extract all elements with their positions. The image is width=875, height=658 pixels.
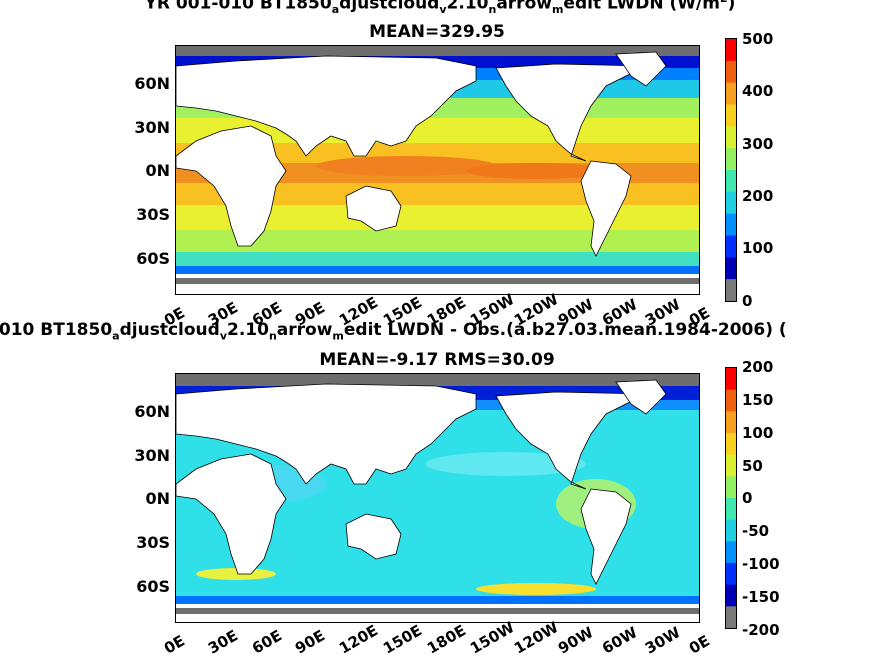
field-band (176, 252, 699, 266)
lon-tick-label: 0E (161, 631, 188, 658)
lon-tick-label: 60E (248, 626, 285, 658)
south-america-landmass (580, 160, 632, 257)
colorbar-segment (726, 541, 736, 564)
bottom-lat-label-0n: 0N (145, 489, 170, 508)
lon-tick-label: 150E (379, 621, 425, 658)
africa-landmass (176, 125, 287, 247)
lon-tick-label: 0E (686, 631, 713, 658)
bottom-map (175, 373, 700, 623)
lon-tick-label: 60W (598, 623, 640, 658)
colorbar-segment (726, 213, 736, 236)
greenland-landmass (615, 379, 667, 415)
bottom-colorbar-tick-minus50: -50 (742, 522, 770, 540)
north-america-landmass (495, 63, 647, 162)
colorbar-segment (726, 476, 736, 499)
colorbar-segment (726, 389, 736, 412)
colorbar-segment (726, 39, 736, 62)
lon-tick-label: 30E (204, 626, 241, 658)
north-america-landmass (495, 391, 647, 490)
colorbar-segment (726, 82, 736, 105)
bottom-lat-label-60s: 60S (136, 577, 170, 596)
top-lat-label-60s: 60S (136, 249, 170, 268)
top-lat-label-0n: 0N (145, 161, 170, 180)
colorbar-segment (726, 454, 736, 477)
field-band (176, 230, 699, 252)
top-colorbar-tick-0: 0 (742, 292, 753, 310)
bottom-colorbar-tick-minus100: -100 (742, 555, 780, 573)
bottom-lat-label-60n: 60N (134, 402, 170, 421)
negative-anomaly (426, 452, 586, 476)
sea-ice-region (176, 46, 699, 56)
lon-tick-label: 120W (511, 618, 562, 658)
colorbar-segment (726, 104, 736, 127)
bottom-chart-title: 1-010 BT1850adjustcloudv2.10narrowmedit … (0, 320, 787, 343)
lon-tick-label: 90W (554, 623, 597, 658)
lon-tick-label: 120E (336, 621, 381, 658)
colorbar-segment (726, 433, 736, 456)
field-band (176, 266, 699, 274)
colorbar-segment (726, 257, 736, 280)
colorbar-segment (726, 563, 736, 586)
colorbar-segment (726, 235, 736, 258)
bottom-colorbar-tick-150: 150 (742, 391, 774, 409)
colorbar-segment (726, 279, 736, 301)
bottom-lat-label-30s: 30S (136, 533, 170, 552)
colorbar-segment (726, 411, 736, 434)
top-lat-label-60n: 60N (134, 74, 170, 93)
top-colorbar (725, 38, 737, 302)
top-colorbar-tick-400: 400 (742, 82, 774, 100)
top-lat-label-30s: 30S (136, 205, 170, 224)
bottom-chart-subtitle: MEAN=-9.17 RMS=30.09 (319, 350, 555, 370)
bottom-lat-label-30n: 30N (134, 446, 170, 465)
colorbar-segment (726, 126, 736, 149)
top-colorbar-tick-100: 100 (742, 239, 774, 257)
colorbar-segment (726, 60, 736, 84)
colorbar-segment (726, 584, 736, 607)
lon-tick-label: 90E (292, 626, 329, 658)
colorbar-segment (726, 191, 736, 215)
top-chart-title: YR 001-010 BT1850adjustcloudv2.10narrowm… (144, 0, 736, 17)
positive-anomaly (476, 583, 596, 595)
lon-tick-label: 30W (642, 623, 684, 658)
africa-landmass (176, 453, 287, 575)
bottom-colorbar-tick-50: 50 (742, 457, 763, 475)
field-band (176, 183, 699, 205)
positive-anomaly (196, 568, 276, 580)
antarctic-ice (176, 608, 699, 614)
sea-ice-region (176, 374, 699, 386)
antarctic-ice (176, 278, 699, 284)
greenland-landmass (615, 51, 667, 87)
bottom-colorbar-tick-0: 0 (742, 489, 753, 507)
colorbar-segment (726, 170, 736, 193)
itcz-band (466, 163, 606, 179)
top-colorbar-tick-200: 200 (742, 187, 774, 205)
lon-tick-label: 150W (467, 618, 518, 658)
bottom-colorbar-tick-minus150: -150 (742, 588, 780, 606)
top-map (175, 45, 700, 295)
eurasia-landmass (176, 383, 477, 485)
lon-tick-label: 180E (423, 621, 469, 658)
australia-landmass (345, 513, 402, 560)
warm-pool (316, 156, 496, 176)
top-colorbar-tick-300: 300 (742, 135, 774, 153)
colorbar-segment (726, 498, 736, 521)
colorbar-segment (726, 519, 736, 542)
eurasia-landmass (176, 55, 477, 157)
top-colorbar-tick-500: 500 (742, 30, 774, 48)
south-america-landmass (580, 488, 632, 585)
bottom-colorbar-tick-200: 200 (742, 358, 774, 376)
top-lat-label-30n: 30N (134, 118, 170, 137)
bottom-colorbar-tick-100: 100 (742, 424, 774, 442)
australia-landmass (345, 185, 402, 232)
bottom-colorbar-tick-minus200: -200 (742, 621, 780, 639)
top-chart-subtitle: MEAN=329.95 (369, 22, 505, 42)
colorbar-segment (726, 368, 736, 391)
colorbar-segment (726, 148, 736, 171)
field-band (176, 596, 699, 604)
bottom-colorbar (725, 367, 737, 629)
colorbar-segment (726, 606, 736, 628)
